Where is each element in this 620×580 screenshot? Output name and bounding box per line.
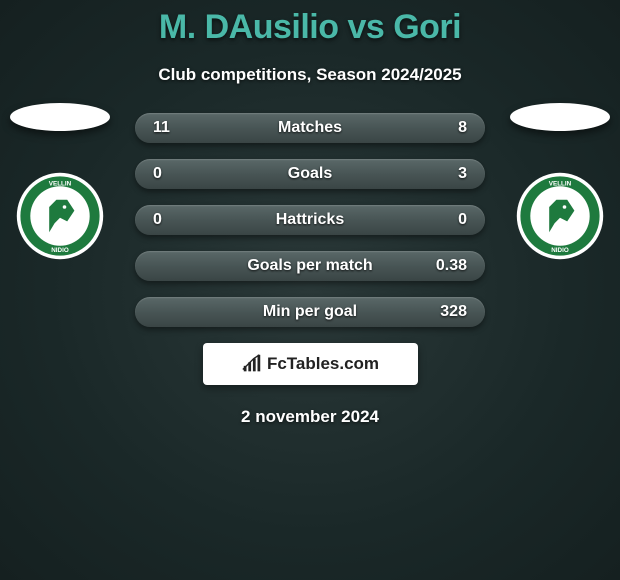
stat-label: Hattricks <box>276 211 344 229</box>
stat-left-value: 0 <box>153 165 193 183</box>
stat-left-value: 0 <box>153 211 193 229</box>
stat-row: 0 Goals 3 <box>135 159 485 189</box>
player-left-avatar-placeholder <box>10 103 110 131</box>
club-logo-right: VELLIN NIDIO <box>515 171 605 261</box>
stat-label: Min per goal <box>263 303 357 321</box>
stat-label: Matches <box>278 119 342 137</box>
stat-row: Goals per match 0.38 <box>135 251 485 281</box>
stat-right-value: 3 <box>427 165 467 183</box>
brand-name: FcTables.com <box>267 354 379 374</box>
stat-right-value: 328 <box>427 303 467 321</box>
svg-text:VELLIN: VELLIN <box>49 180 72 187</box>
brand-badge: FcTables.com <box>203 343 418 385</box>
stat-label: Goals per match <box>247 257 372 275</box>
stat-label: Goals <box>288 165 332 183</box>
player-left-column: VELLIN NIDIO <box>0 103 120 261</box>
stat-right-value: 8 <box>427 119 467 137</box>
player-right-avatar-placeholder <box>510 103 610 131</box>
svg-text:NIDIO: NIDIO <box>551 247 569 254</box>
bar-chart-icon <box>241 353 263 375</box>
stat-row: 0 Hattricks 0 <box>135 205 485 235</box>
stat-right-value: 0.38 <box>427 257 467 275</box>
club-logo-left: VELLIN NIDIO <box>15 171 105 261</box>
stats-table: 11 Matches 8 0 Goals 3 0 Hattricks 0 Goa… <box>135 113 485 327</box>
stat-left-value: 11 <box>153 119 193 137</box>
footer-date: 2 november 2024 <box>0 407 620 427</box>
stat-row: 11 Matches 8 <box>135 113 485 143</box>
svg-text:VELLIN: VELLIN <box>549 180 572 187</box>
stat-row: Min per goal 328 <box>135 297 485 327</box>
comparison-subtitle: Club competitions, Season 2024/2025 <box>0 65 620 85</box>
comparison-title: M. DAusilio vs Gori <box>0 8 620 47</box>
player-right-column: VELLIN NIDIO <box>500 103 620 261</box>
stat-right-value: 0 <box>427 211 467 229</box>
svg-text:NIDIO: NIDIO <box>51 247 69 254</box>
